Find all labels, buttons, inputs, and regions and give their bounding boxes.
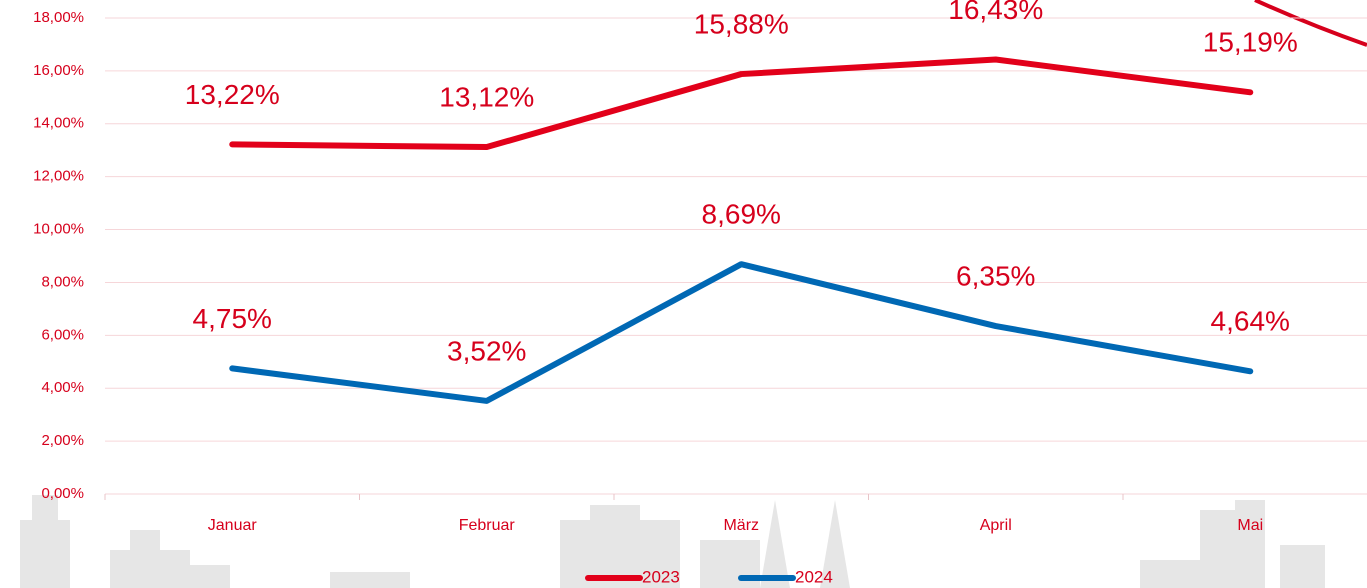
data-label: 15,19% <box>1203 27 1298 58</box>
legend-label: 2024 <box>795 567 833 586</box>
series-line <box>232 264 1250 401</box>
x-tick-label: März <box>723 517 759 534</box>
y-tick-label: 2,00% <box>41 432 84 449</box>
y-tick-label: 0,00% <box>41 485 84 502</box>
chart: 0,00% 2,00% 4,00% 6,00% 8,00% 10,00% 12,00% 14,… <box>0 0 1367 588</box>
y-tick-label: 8,00% <box>41 273 84 290</box>
series-line <box>232 60 1250 148</box>
y-tick-label: 16,00% <box>33 62 84 79</box>
y-tick-label: 18,00% <box>33 9 84 26</box>
data-label: 3,52% <box>447 335 526 366</box>
y-tick-label: 4,00% <box>41 379 84 396</box>
y-tick-label: 10,00% <box>33 221 84 238</box>
x-tick-label: Januar <box>208 517 258 534</box>
x-tick-label: April <box>980 517 1012 534</box>
data-label: 16,43% <box>948 0 1043 25</box>
data-label: 4,64% <box>1211 306 1290 337</box>
x-tick-label: Februar <box>459 517 516 534</box>
data-label: 6,35% <box>956 260 1035 291</box>
y-tick-label: 14,00% <box>33 115 84 132</box>
data-label: 4,75% <box>193 303 272 334</box>
data-label: 8,69% <box>702 199 781 230</box>
data-label: 13,12% <box>439 81 534 112</box>
y-tick-label: 6,00% <box>41 326 84 343</box>
x-tick-label: Mai <box>1237 517 1263 534</box>
y-tick-label: 12,00% <box>33 168 84 185</box>
legend-label: 2023 <box>642 567 680 586</box>
data-label: 13,22% <box>185 79 280 110</box>
data-label: 15,88% <box>694 8 789 39</box>
